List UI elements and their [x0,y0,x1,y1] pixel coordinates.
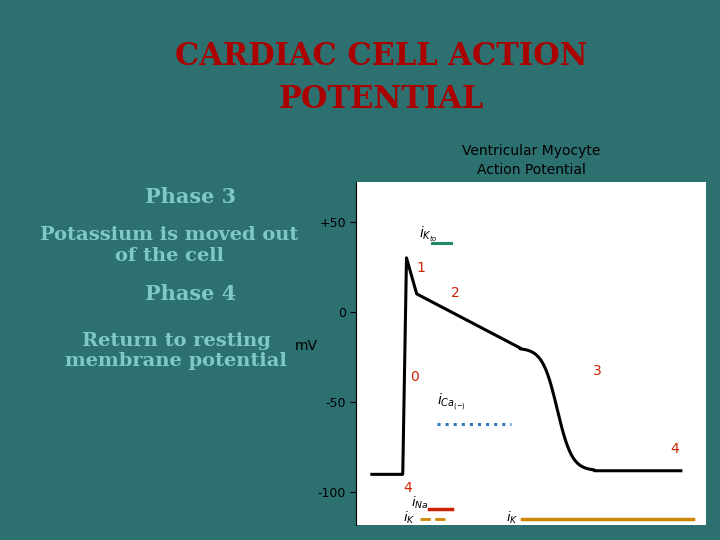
Text: $i_{Ca_{(-)}}$: $i_{Ca_{(-)}}$ [437,392,466,413]
Text: 0: 0 [410,369,419,383]
Title: Ventricular Myocyte
Action Potential: Ventricular Myocyte Action Potential [462,144,600,177]
Text: Phase 3: Phase 3 [145,187,236,207]
Text: $i_K$: $i_K$ [506,510,518,526]
Text: POTENTIAL: POTENTIAL [279,84,485,116]
Text: Potassium is moved out
of the cell: Potassium is moved out of the cell [40,226,298,265]
Text: 2: 2 [451,287,459,300]
Text: $i_{K_{to}}$: $i_{K_{to}}$ [419,225,438,244]
Text: 3: 3 [593,364,602,378]
Text: 4: 4 [403,481,412,495]
Text: Phase 4: Phase 4 [145,284,236,305]
Text: $i_K$: $i_K$ [402,510,415,526]
Y-axis label: mV: mV [295,340,318,353]
Text: 1: 1 [416,261,425,275]
Text: CARDIAC CELL ACTION: CARDIAC CELL ACTION [176,41,588,72]
Text: 4: 4 [670,442,679,456]
Text: Return to resting
membrane potential: Return to resting membrane potential [66,332,287,370]
Text: $i_{Na}$: $i_{Na}$ [411,495,429,511]
